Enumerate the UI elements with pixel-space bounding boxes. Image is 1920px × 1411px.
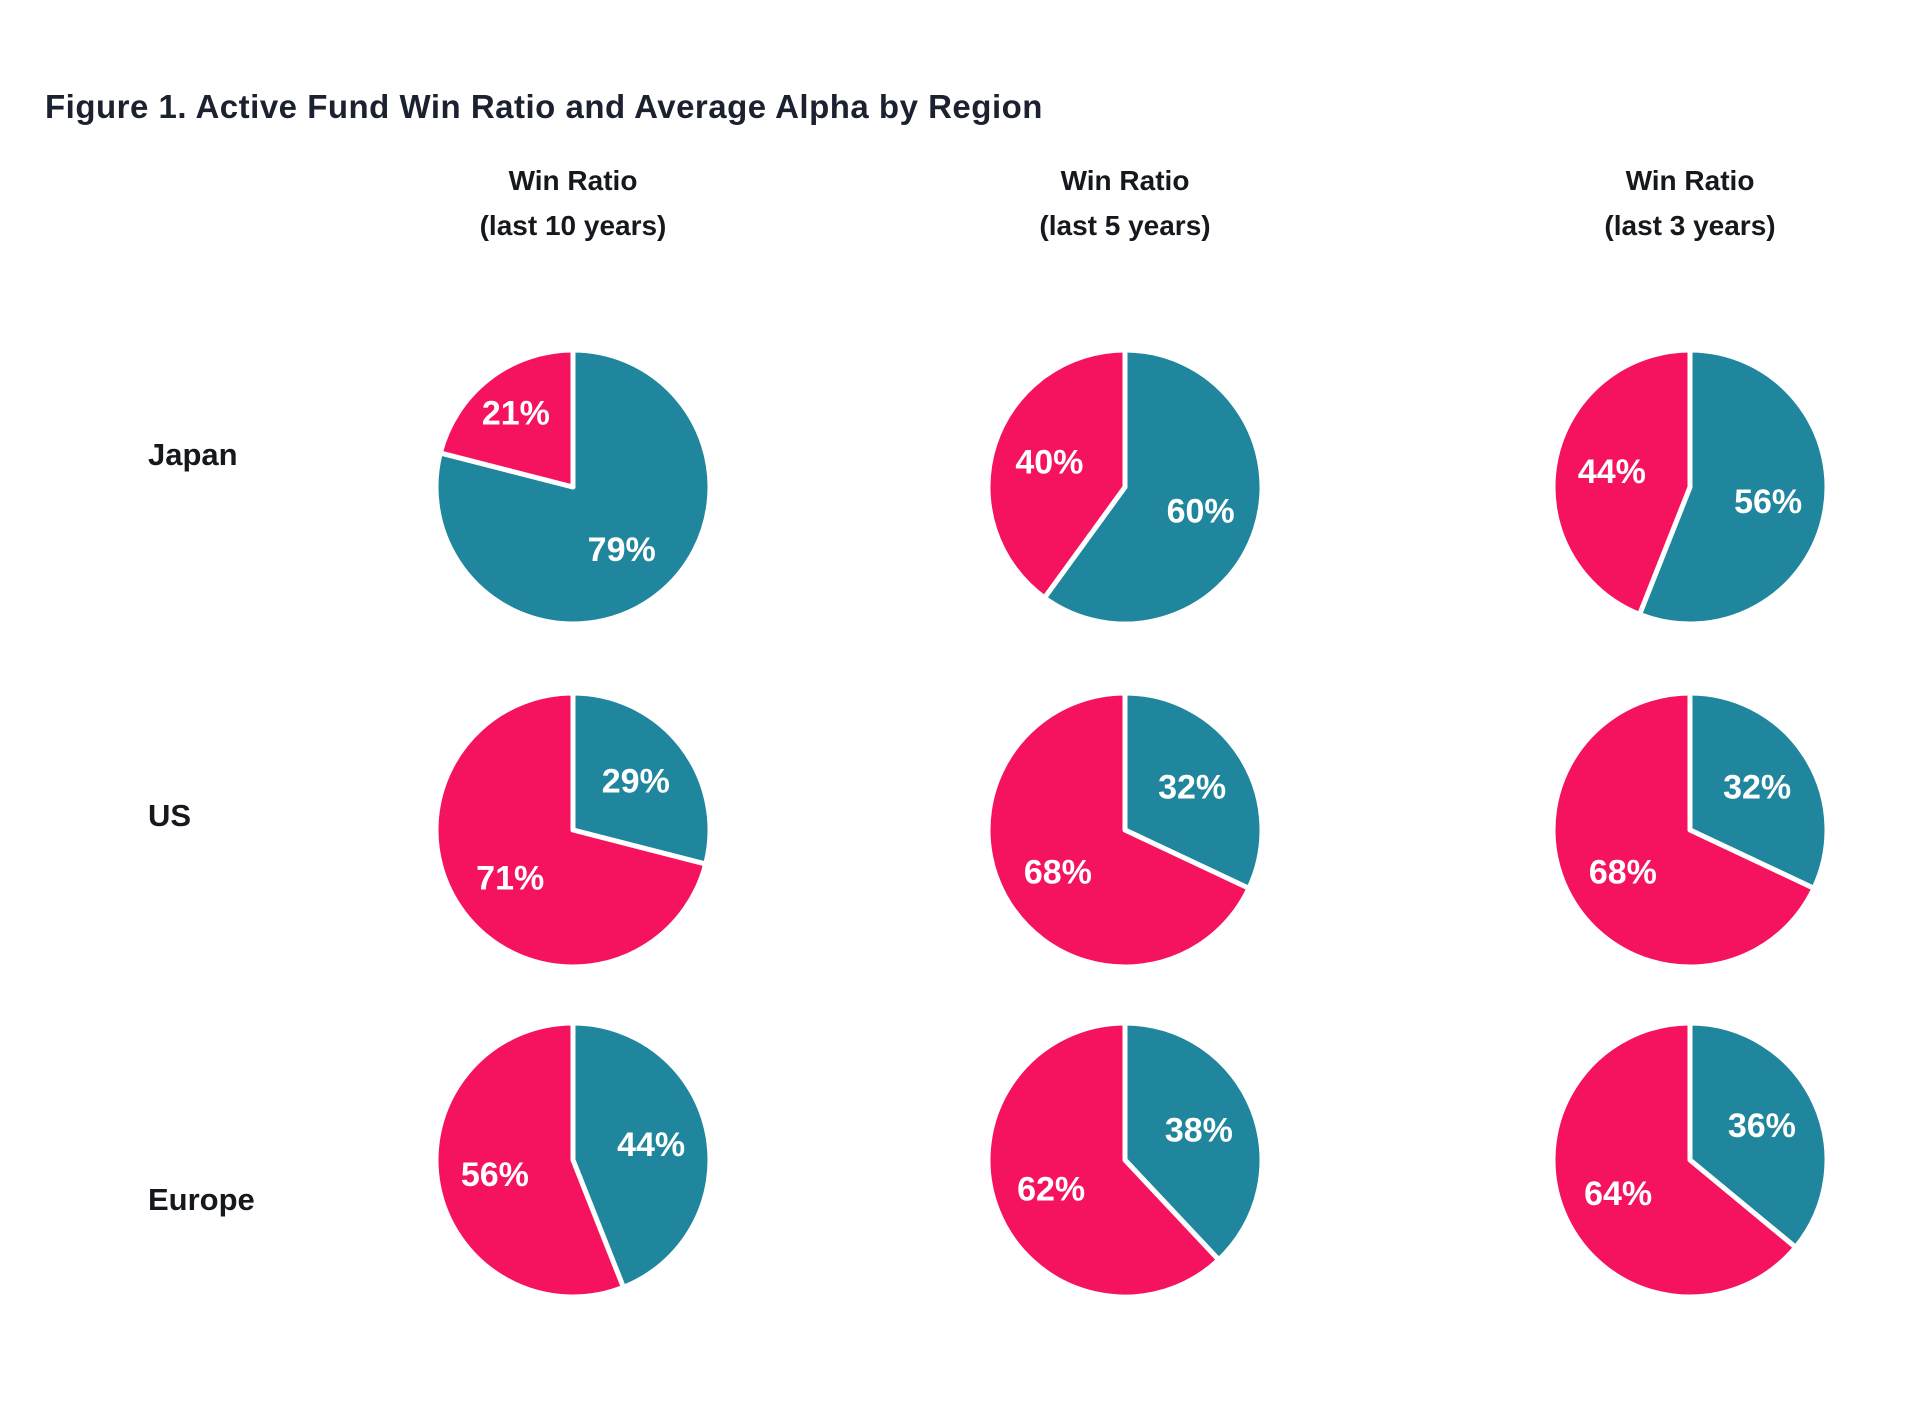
column-header-label: Win Ratio [1060, 165, 1190, 196]
column-header-label: Win Ratio [508, 165, 638, 196]
pie-chart: 44% 56% [433, 1020, 713, 1300]
pie-chart: 38% 62% [985, 1020, 1265, 1300]
pie-chart: 32% 68% [1550, 690, 1830, 970]
pie-slice-percent-label: 44% [1578, 453, 1646, 491]
column-header-label: Win Ratio [1625, 165, 1755, 196]
pie-slice-teal [570, 690, 713, 867]
pie-japan-3y: 56% 44% [1545, 342, 1835, 632]
pie-slice-pink [437, 347, 576, 490]
pie-slice-pink [1550, 690, 1817, 970]
pie-slice-teal [1687, 690, 1830, 891]
pie-slice-percent-label: 68% [1589, 854, 1657, 892]
pie-slice-percent-label: 32% [1723, 768, 1791, 806]
pie-slice-pink [433, 1020, 626, 1300]
pie-chart: 36% 64% [1550, 1020, 1830, 1300]
pie-slice-percent-label: 56% [1734, 483, 1802, 521]
pie-slice-teal [570, 1020, 713, 1290]
pie-slice-pink [985, 1020, 1222, 1300]
pie-slice-percent-label: 62% [1017, 1170, 1085, 1208]
pie-japan-5y: 60% 40% [980, 342, 1270, 632]
column-header-last-5-years: Win Ratio (last 5 years) [905, 158, 1345, 248]
pie-slice-pink [1550, 1020, 1799, 1300]
pie-slice-percent-label: 40% [1015, 443, 1083, 481]
row-label-us: US [148, 798, 192, 833]
pie-slice-teal [1041, 347, 1265, 627]
pie-slice-percent-label: 32% [1158, 768, 1226, 806]
column-header-last-3-years: Win Ratio (last 3 years) [1470, 158, 1910, 248]
pie-slice-teal [1122, 1020, 1265, 1263]
column-header-last-10-years: Win Ratio (last 10 years) [353, 158, 793, 248]
pie-slice-percent-label: 64% [1584, 1175, 1652, 1213]
pie-slice-teal [1687, 1020, 1830, 1250]
pie-slice-percent-label: 36% [1728, 1107, 1796, 1145]
pie-slice-percent-label: 68% [1024, 854, 1092, 892]
pie-us-10y: 29% 71% [428, 685, 718, 975]
pie-japan-10y: 79% 21% [428, 342, 718, 632]
pie-us-3y: 32% 68% [1545, 685, 1835, 975]
figure-title: Figure 1. Active Fund Win Ratio and Aver… [45, 88, 1043, 125]
pie-chart: 79% 21% [433, 347, 713, 627]
pie-us-5y: 32% 68% [980, 685, 1270, 975]
pie-slice-pink [985, 690, 1252, 970]
column-header-sublabel: (last 5 years) [1039, 210, 1211, 241]
pie-slice-pink [985, 347, 1128, 601]
pie-chart: 29% 71% [433, 690, 713, 970]
pie-slice-percent-label: 79% [588, 531, 656, 569]
column-header-sublabel: (last 10 years) [479, 210, 667, 241]
pie-slice-percent-label: 60% [1167, 493, 1235, 531]
pie-chart: 60% 40% [985, 347, 1265, 627]
pie-slice-percent-label: 38% [1165, 1112, 1233, 1150]
pie-europe-5y: 38% 62% [980, 1015, 1270, 1305]
row-label-europe: Europe [148, 1182, 255, 1217]
column-header-sublabel: (last 3 years) [1604, 210, 1776, 241]
pie-chart: 32% 68% [985, 690, 1265, 970]
pie-slice-percent-label: 29% [602, 762, 670, 800]
pie-europe-3y: 36% 64% [1545, 1015, 1835, 1305]
pie-slice-teal [1637, 347, 1830, 627]
row-label-japan: Japan [148, 437, 238, 472]
pie-slice-percent-label: 56% [461, 1156, 529, 1194]
pie-europe-10y: 44% 56% [428, 1015, 718, 1305]
pie-slice-teal [1122, 690, 1265, 891]
pie-slice-pink [1550, 347, 1693, 617]
pie-slice-pink [433, 690, 709, 970]
pie-chart: 56% 44% [1550, 347, 1830, 627]
pie-slice-percent-label: 21% [482, 394, 550, 432]
pie-slice-percent-label: 71% [476, 860, 544, 898]
pie-slice-percent-label: 44% [617, 1126, 685, 1164]
